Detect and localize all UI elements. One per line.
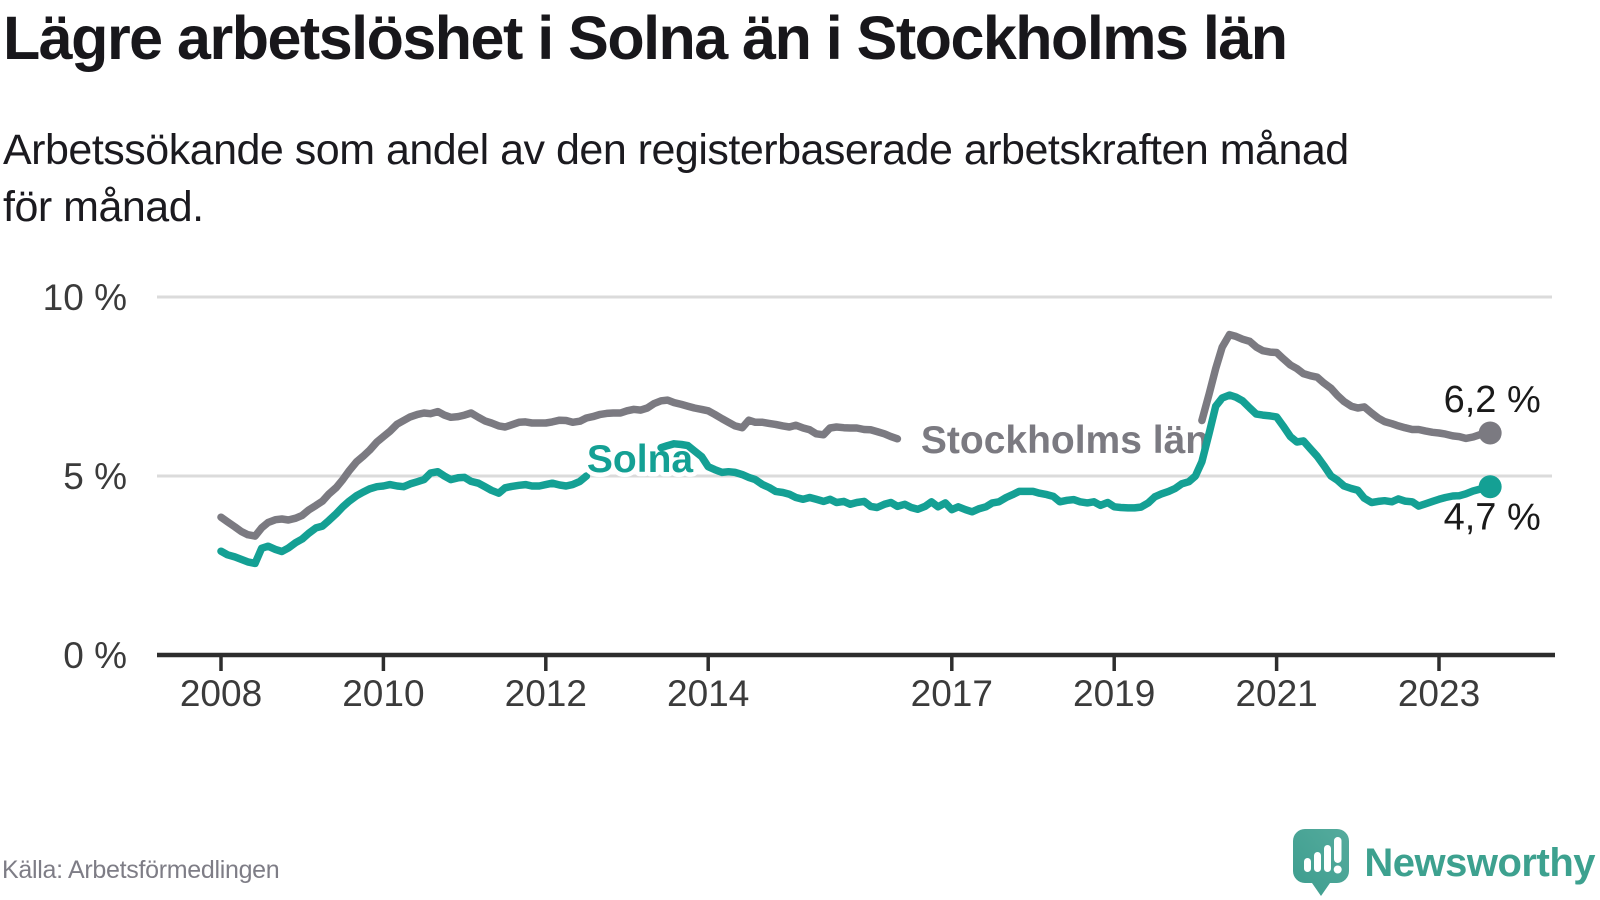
value-label: 4,7 %	[1444, 497, 1541, 539]
exclamation-bar	[1334, 837, 1342, 863]
bar-1	[1304, 858, 1312, 872]
bar-3	[1324, 845, 1332, 872]
subtitle-line-1: Arbetssökande som andel av den registerb…	[3, 126, 1349, 174]
newsworthy-logo: Newsworthy	[1292, 828, 1595, 898]
exclamation-dot	[1334, 865, 1343, 874]
source-note: Källa: Arbetsförmedlingen	[2, 856, 280, 884]
series-line-stockholms-lan	[1198, 330, 1494, 443]
y-tick-label: 5 %	[63, 456, 127, 497]
unemployment-line-chart: 2008 2010 2012 2014 2017 2019 2021 2023 10 % 5 % 0…	[43, 277, 1555, 714]
x-tick-label: 2019	[1073, 673, 1155, 714]
subtitle-line-2: för månad.	[3, 182, 204, 231]
x-tick-label: 2017	[911, 673, 993, 714]
value-label: 6,2 %	[1444, 379, 1541, 421]
x-tick-label: 2021	[1235, 673, 1317, 714]
chart-subtitle: Arbetssökande som andel av den registerb…	[3, 122, 1483, 236]
end-dot	[1478, 421, 1502, 445]
y-tick-label: 10 %	[43, 277, 127, 318]
series-line-solna	[657, 391, 1494, 516]
series-line-stockholms-lan	[217, 396, 902, 540]
newsworthy-bubble-icon	[1293, 829, 1350, 896]
x-tick-label: 2012	[505, 673, 587, 714]
y-tick-label: 0 %	[63, 635, 127, 676]
end-dot	[1478, 475, 1502, 499]
brand-name: Newsworthy	[1364, 840, 1595, 885]
x-tick-label: 2014	[667, 673, 749, 714]
x-tick-label: 2010	[342, 673, 424, 714]
page-title: Lägre arbetslöshet i Solna än i Stockhol…	[3, 4, 1288, 72]
x-tick-label: 2008	[180, 673, 262, 714]
bar-2	[1314, 852, 1322, 872]
series-label-stockholms-lan: Stockholms län	[921, 419, 1209, 462]
x-tick-label: 2023	[1398, 673, 1480, 714]
series-line-solna	[217, 467, 591, 568]
